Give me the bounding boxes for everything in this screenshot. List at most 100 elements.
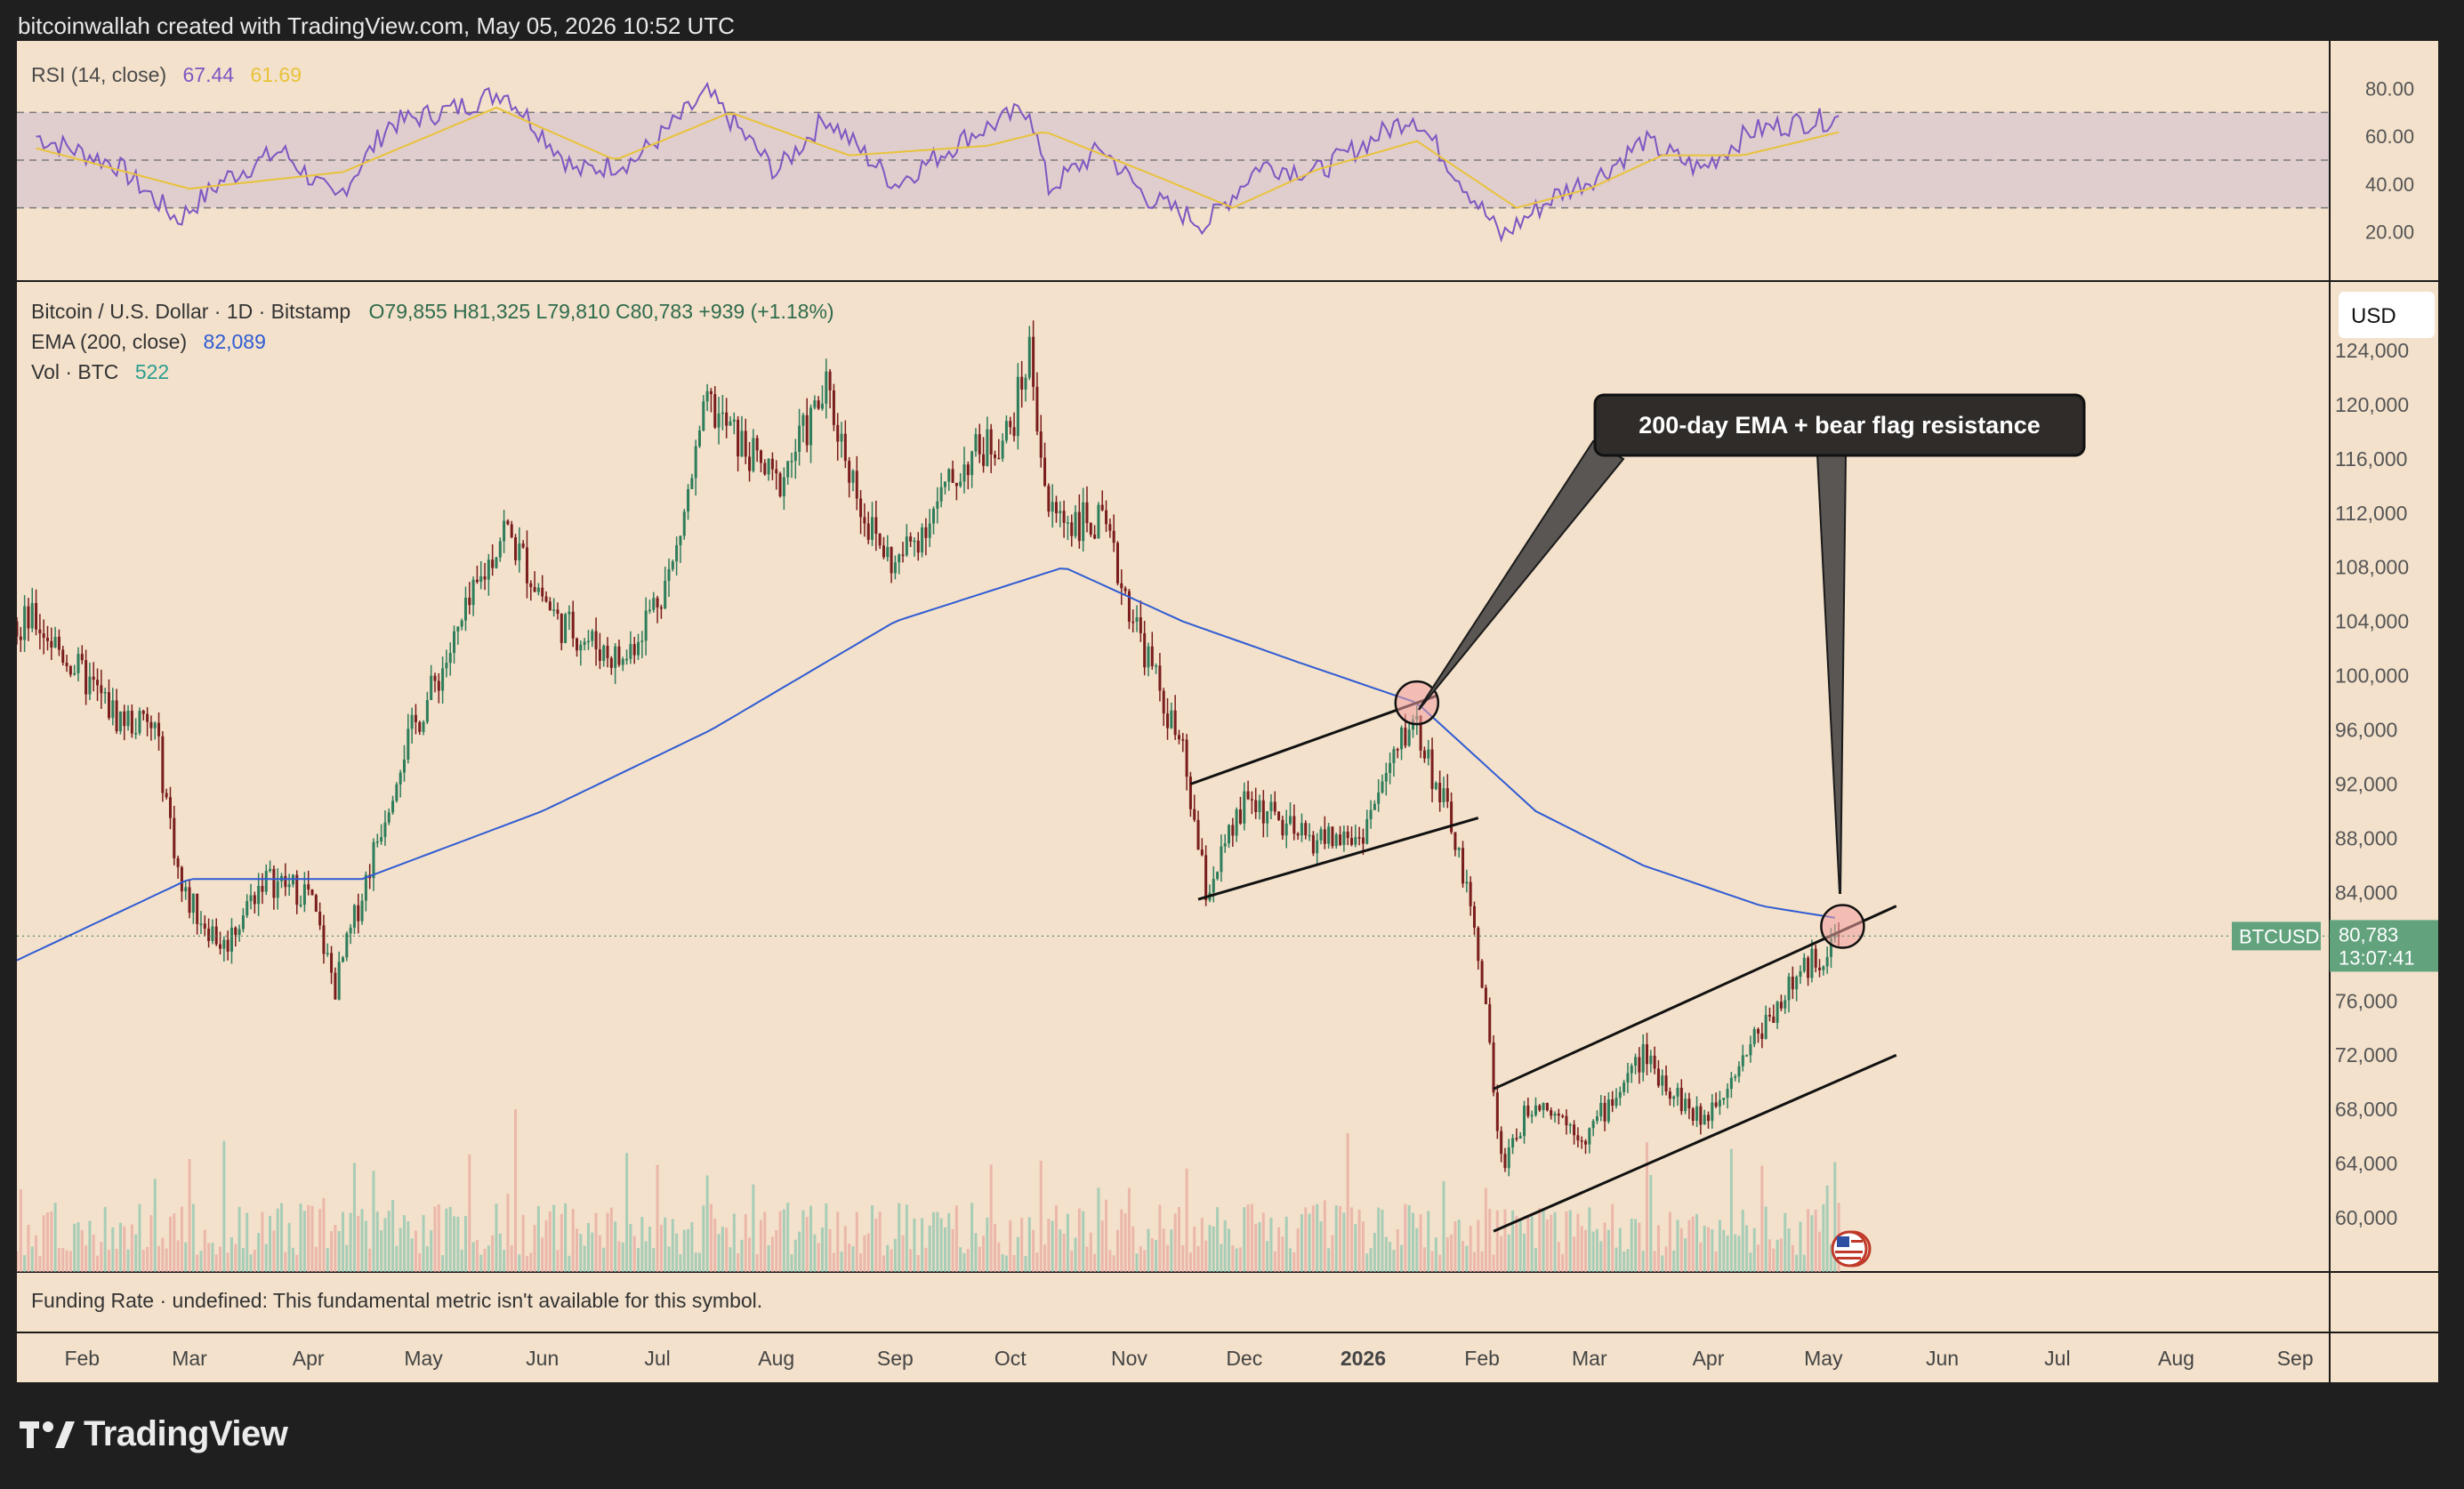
candle-body [664,580,667,608]
volume-bar [598,1235,601,1272]
volume-bar [123,1226,126,1272]
candle-body [648,609,651,612]
volume-bar [1611,1203,1614,1272]
candle-body [491,559,495,568]
candle-body [1492,1042,1495,1093]
candle-body [134,733,138,735]
candle-body [1228,825,1231,844]
highlight-circle [1820,904,1865,949]
volume-bar [118,1222,122,1272]
volume-bar [76,1222,80,1272]
volume-bar [399,1227,402,1272]
volume-bar [269,1215,272,1272]
candle-body [1196,819,1200,850]
candle-body [978,434,981,455]
time-tick-label: Mar [1572,1347,1607,1370]
candle-body [510,524,513,538]
volume-bar [786,1203,790,1272]
volume-bar [1461,1241,1465,1272]
volume-bar [352,1163,356,1272]
volume-bar [602,1247,606,1272]
candle-body [1369,809,1373,819]
us-flag-icon[interactable] [1831,1230,1872,1268]
candle-body [882,545,885,558]
volume-bar [828,1228,832,1272]
volume-bar [576,1228,579,1272]
candle-body [1764,1014,1767,1040]
candle-body [334,972,337,1000]
volume-bar [1545,1219,1549,1272]
trendline[interactable] [1493,1053,1897,1233]
volume-bar [1404,1203,1407,1272]
candle-body [111,700,115,719]
trendline[interactable] [1197,817,1479,901]
rsi-tick-label: 80.00 [2365,78,2414,101]
candle-body [463,597,467,621]
candle-body [1434,783,1437,790]
volume-bar [1396,1228,1399,1272]
candle-body [843,433,847,462]
volume-bar [1311,1205,1315,1272]
volume-bar [157,1245,161,1272]
candle-body [909,536,913,542]
candle-body [928,523,931,538]
candle-body [1188,777,1192,809]
candle-body [1503,1154,1507,1169]
rsi-axis: 80.00 60.00 40.00 20.00 [2365,78,2414,244]
volume-bar [1120,1209,1123,1272]
volume-bar [314,1246,318,1272]
candle-body [214,926,218,945]
volume-bar [1484,1187,1487,1272]
volume-bar [1818,1231,1822,1272]
volume-bar [752,1184,755,1272]
candle-body [1623,1083,1626,1092]
candle-body [1757,1028,1760,1034]
chart-svg[interactable]: 80.00 60.00 40.00 20.00 124,000 120,000 116,0… [15,41,2438,1382]
price-axis: 124,000 120,000 116,000 112,000 108,000 104,0… [2335,339,2409,1229]
trendline[interactable] [1189,695,1437,785]
volume-bar [921,1218,924,1272]
volume-bar [1767,1239,1771,1272]
volume-bar [1196,1245,1200,1272]
volume-bar [1799,1221,1802,1272]
volume-bar [1208,1225,1212,1272]
volume-bar [1243,1207,1246,1272]
candle-body [1557,1114,1560,1116]
candle-body [529,583,533,587]
tradingview-logo[interactable]: TradingView [20,1414,288,1454]
volume-bar [372,1171,375,1272]
time-tick-label: Feb [1464,1347,1500,1370]
volume-bar [1342,1212,1346,1272]
candle-body [609,657,613,668]
volume-bar [246,1212,249,1272]
highlight-circles [1394,680,1865,949]
volume-bar [1511,1210,1515,1272]
volume-bar [141,1250,145,1272]
candle-body [951,469,954,483]
candle-body [1500,1131,1503,1155]
volume-bar [15,1251,19,1272]
candle-body [264,871,268,892]
candle-body [357,905,360,922]
volume-bar [1684,1238,1687,1272]
candle-body [165,793,168,798]
volume-bar [1261,1212,1265,1272]
volume-bar [1284,1216,1288,1272]
candle-body [295,874,299,905]
volume-bar [993,1223,997,1272]
candle-body [1507,1147,1510,1169]
volume-bar [234,1244,238,1272]
volume-bar [1749,1252,1752,1272]
time-tick-label: Jul [2044,1347,2070,1370]
candle-body [840,433,843,442]
volume-bar [763,1211,767,1272]
currency-button[interactable]: USD [2339,292,2435,338]
candle-body [123,711,126,727]
time-tick-label: Jul [644,1347,670,1370]
volume-bar [80,1230,84,1272]
volume-bar [1599,1241,1603,1272]
candle-body [874,517,878,534]
annotation-callout[interactable]: 200-day EMA + bear flag resistance [1418,393,2086,894]
volume-bar [1638,1222,1641,1272]
